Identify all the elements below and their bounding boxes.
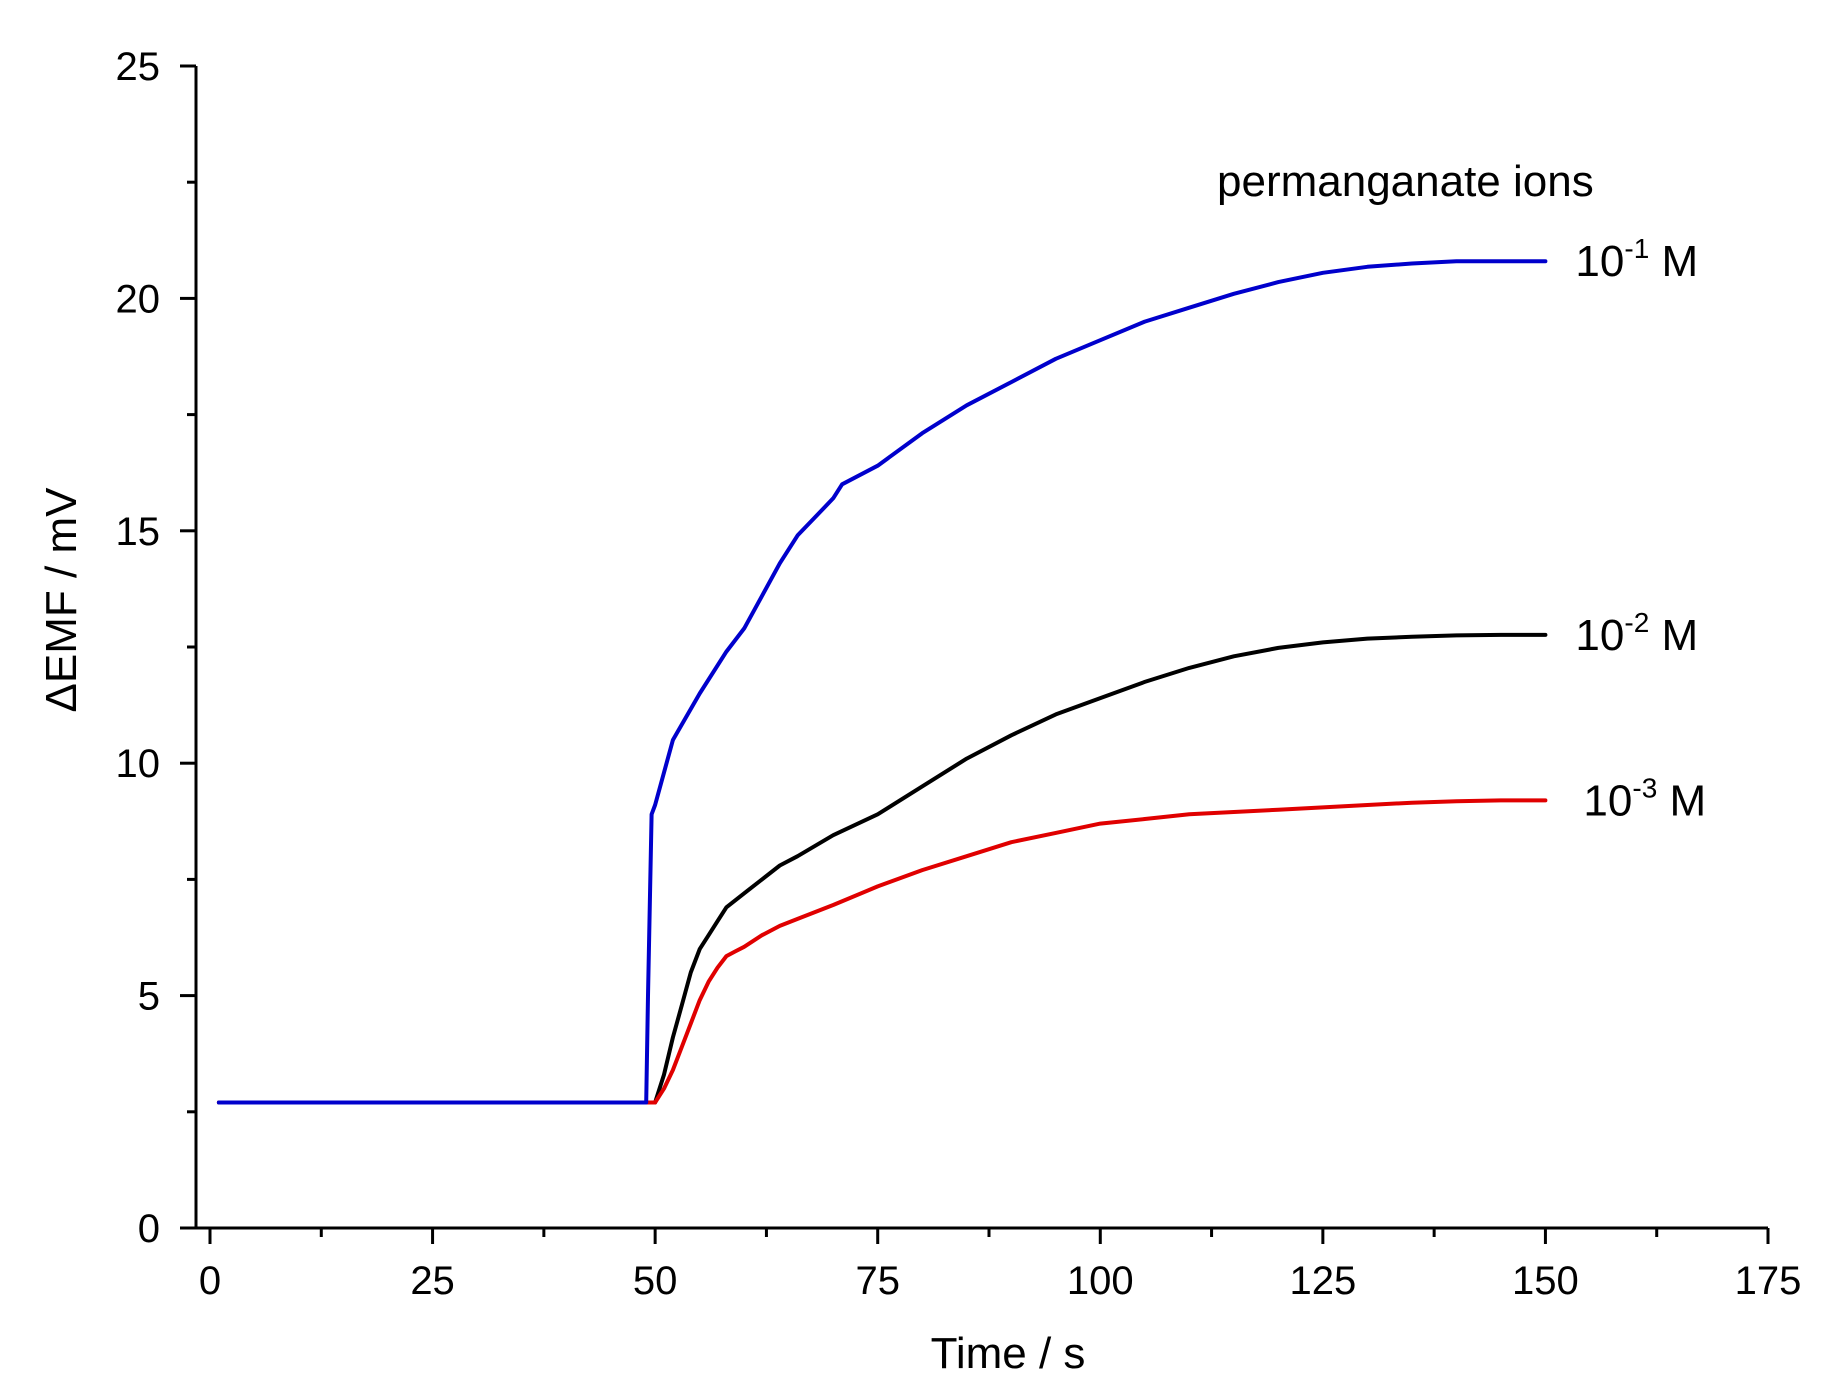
y-tick-label: 20 xyxy=(116,277,161,321)
series-label: 10-1 M xyxy=(1575,233,1698,286)
x-tick-label: 100 xyxy=(1067,1259,1134,1303)
x-tick-label: 150 xyxy=(1512,1259,1579,1303)
series-line-minus-2 xyxy=(216,632,1548,1105)
y-axis-title: ΔEMF / mV xyxy=(37,487,86,713)
x-tick-label: 175 xyxy=(1735,1259,1802,1303)
series-label: 10-3 M xyxy=(1583,772,1706,825)
x-tick-label: 25 xyxy=(410,1259,455,1303)
x-tick-label: 125 xyxy=(1289,1259,1356,1303)
y-axis-ticks: 0 5 10 15 20 25 xyxy=(116,45,196,1251)
series-line-minus-1 xyxy=(216,259,1548,1105)
series-label: 10-2 M xyxy=(1575,607,1698,660)
y-tick-label: 5 xyxy=(138,975,160,1019)
x-tick-label: 0 xyxy=(199,1259,221,1303)
y-tick-label: 10 xyxy=(116,742,161,786)
x-axis-title: Time / s xyxy=(931,1329,1086,1378)
series-labels: 10-1 M 10-2 M 10-3 M xyxy=(1575,233,1706,825)
x-tick-label: 75 xyxy=(855,1259,900,1303)
annotation-permanganate-ions: permanganate ions xyxy=(1217,157,1594,206)
series-line-minus-3 xyxy=(216,798,1548,1105)
y-tick-label: 25 xyxy=(116,45,161,89)
y-tick-label: 15 xyxy=(116,510,161,554)
x-tick-label: 50 xyxy=(633,1259,678,1303)
y-tick-label: 0 xyxy=(138,1207,160,1251)
x-axis-ticks: 0 25 50 75 100 125 150 175 xyxy=(199,1228,1802,1303)
series-lines xyxy=(216,259,1548,1105)
